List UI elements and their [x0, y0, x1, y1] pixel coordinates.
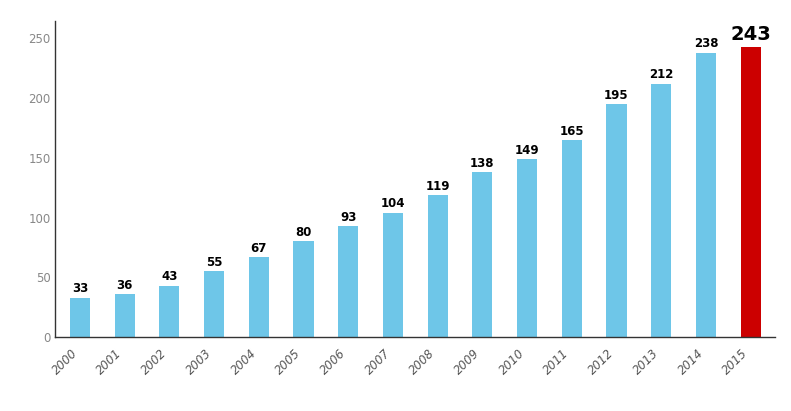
Bar	[562, 140, 582, 337]
Bar	[472, 172, 492, 337]
Bar	[651, 84, 672, 337]
Bar	[204, 271, 224, 337]
Bar	[517, 159, 537, 337]
Bar	[607, 104, 626, 337]
Bar	[339, 226, 358, 337]
Text: 212: 212	[649, 69, 673, 81]
Text: 238: 238	[694, 37, 718, 51]
Text: 149: 149	[515, 144, 539, 157]
Bar	[696, 53, 716, 337]
Text: 43: 43	[161, 270, 177, 283]
Bar	[293, 242, 313, 337]
Text: 33: 33	[72, 282, 88, 295]
Bar	[159, 286, 180, 337]
Text: 80: 80	[295, 226, 312, 239]
Text: 55: 55	[206, 256, 222, 269]
Bar	[248, 257, 269, 337]
Bar	[383, 213, 403, 337]
Text: 165: 165	[559, 125, 584, 138]
Bar	[115, 294, 134, 337]
Bar	[428, 195, 448, 337]
Text: 67: 67	[251, 242, 267, 255]
Text: 195: 195	[604, 89, 629, 102]
Text: 243: 243	[730, 25, 771, 44]
Text: 36: 36	[116, 279, 133, 292]
Text: 138: 138	[470, 157, 494, 170]
Bar	[70, 298, 90, 337]
Text: 93: 93	[340, 210, 357, 224]
Text: 119: 119	[426, 180, 450, 192]
Text: 104: 104	[380, 197, 405, 210]
Bar	[740, 47, 761, 337]
